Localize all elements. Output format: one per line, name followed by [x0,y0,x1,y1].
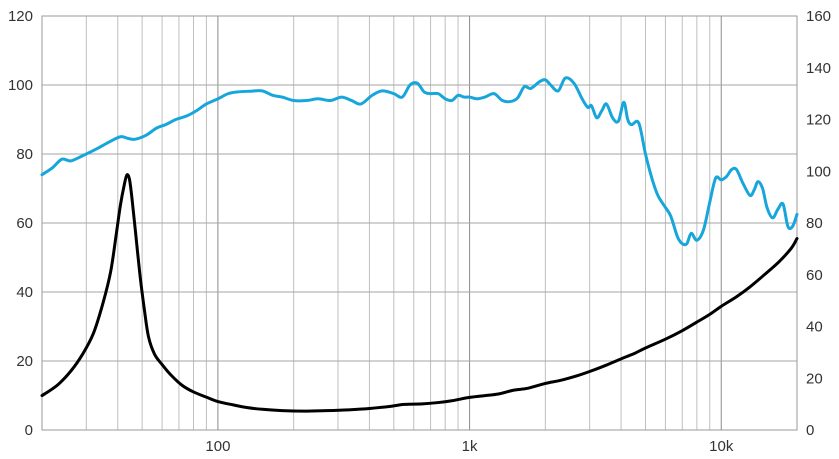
y-right-tick-label: 0 [806,422,814,439]
y-left-tick-label: 20 [16,353,33,370]
impedance-curve-line [40,173,799,413]
y-left-tick-label: 0 [25,422,33,439]
y-right-tick-label: 120 [806,112,831,129]
y-left-tick-label: 60 [16,215,33,232]
spl-curve-line [40,76,799,247]
y-right-tick-label: 60 [806,267,823,284]
y-right-tick-label: 80 [806,215,823,232]
series-layer [40,76,799,413]
y-left-tick-label: 120 [8,8,33,25]
y-right-tick-label: 140 [806,60,831,77]
y-left-tick-label: 100 [8,77,33,94]
x-tick-label: 100 [205,438,230,455]
y-right-tick-label: 40 [806,319,823,336]
left-y-axis: 0 20 40 60 80 100 120 [8,8,33,439]
y-right-tick-label: 20 [806,370,823,387]
y-left-tick-label: 80 [16,146,33,163]
right-y-axis: 0 20 40 60 80 100 120 140 160 [806,8,831,439]
plot-frame [41,15,798,431]
x-tick-label: 10k [709,438,734,455]
grid-major [42,16,797,430]
x-axis: 100 1k 10k [205,438,733,455]
y-left-tick-label: 40 [16,284,33,301]
y-right-tick-label: 160 [806,8,831,25]
y-right-tick-label: 100 [806,163,831,180]
x-tick-label: 1k [462,438,478,455]
